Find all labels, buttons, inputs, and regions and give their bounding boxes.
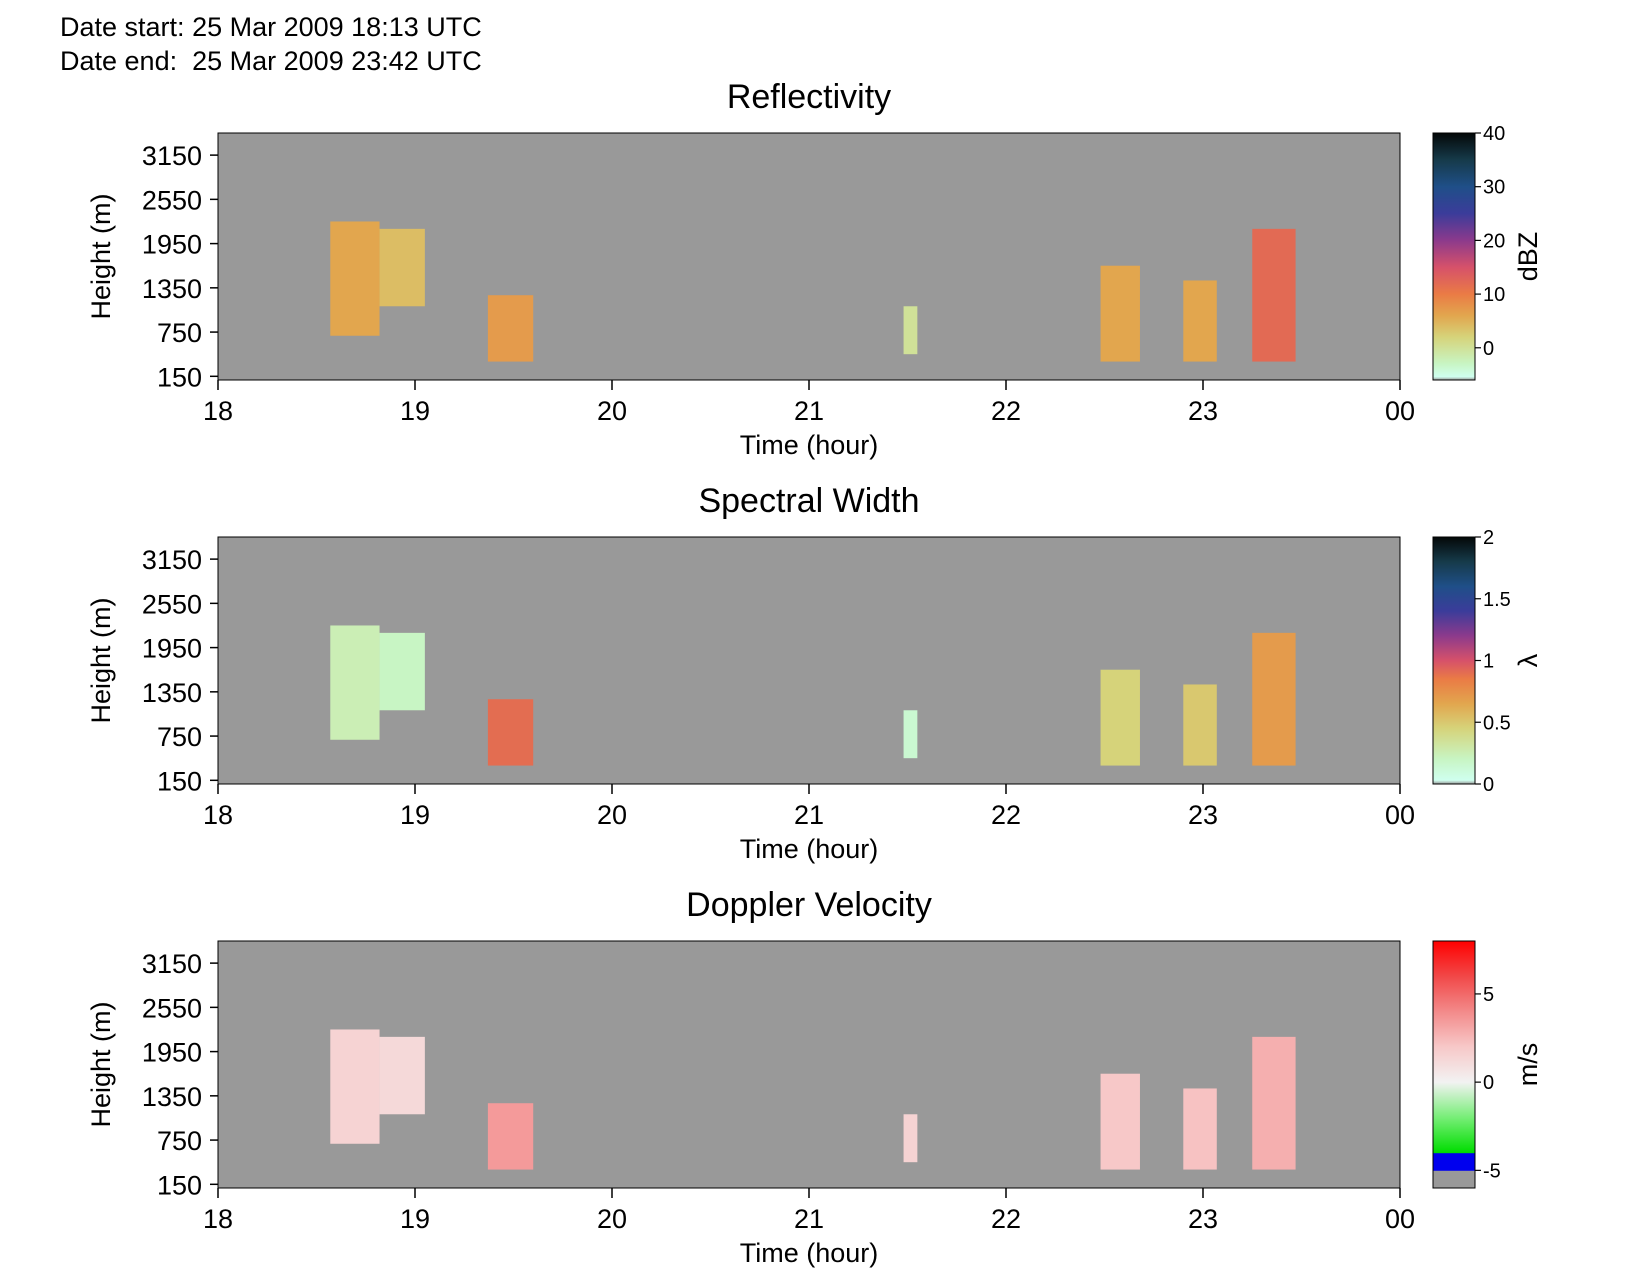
date-start-row: Date start: 25 Mar 2009 18:13 UTC <box>60 10 482 44</box>
echo-region-3 <box>903 710 918 759</box>
panel-2: Doppler Velocity3150255019501350750150He… <box>86 886 1543 1268</box>
colorbar <box>1432 940 1476 1189</box>
date-start-value: 25 Mar 2009 18:13 UTC <box>192 12 482 42</box>
colorbar-label: m/s <box>1513 1043 1543 1087</box>
x-tick-label: 19 <box>400 800 430 830</box>
y-axis-label: Height (m) <box>86 193 116 319</box>
colorbar-tick-label: 10 <box>1483 284 1505 306</box>
echo-region-5 <box>1183 684 1217 766</box>
x-axis-label: Time (hour) <box>740 1238 879 1268</box>
x-tick-label: 22 <box>991 396 1021 426</box>
date-end-value: 25 Mar 2009 23:42 UTC <box>192 46 482 76</box>
x-tick-label: 21 <box>794 800 824 830</box>
echo-region-0 <box>330 1029 380 1144</box>
y-tick-label: 1350 <box>142 678 202 708</box>
chart-title: Spectral Width <box>698 482 919 520</box>
x-tick-label: 00 <box>1385 800 1415 830</box>
colorbar-tick-label: 1 <box>1483 651 1494 673</box>
y-tick-label: 3150 <box>142 545 202 575</box>
x-tick-label: 20 <box>597 800 627 830</box>
y-tick-label: 150 <box>157 1170 202 1200</box>
echo-region-6 <box>1252 228 1296 362</box>
echo-region-5 <box>1183 280 1217 362</box>
colorbar-tick-label: 40 <box>1483 123 1505 145</box>
x-tick-label: 22 <box>991 1204 1021 1234</box>
echo-region-6 <box>1252 1036 1296 1170</box>
x-axis-label: Time (hour) <box>740 430 879 460</box>
x-tick-label: 22 <box>991 800 1021 830</box>
x-tick-label: 18 <box>203 800 233 830</box>
chart-title: Reflectivity <box>727 78 891 116</box>
x-tick-label: 19 <box>400 1204 430 1234</box>
x-tick-label: 23 <box>1188 396 1218 426</box>
colorbar-label: dBZ <box>1513 232 1543 282</box>
x-tick-label: 21 <box>794 396 824 426</box>
echo-region-0 <box>330 625 380 740</box>
echo-region-3 <box>903 306 918 355</box>
x-tick-label: 19 <box>400 396 430 426</box>
colorbar <box>1432 132 1476 381</box>
echo-region-2 <box>487 295 534 362</box>
y-tick-label: 3150 <box>142 141 202 171</box>
date-header: Date start: 25 Mar 2009 18:13 UTC Date e… <box>60 10 482 78</box>
echo-region-2 <box>487 699 534 766</box>
colorbar-tick-label: 30 <box>1483 177 1505 199</box>
y-axis-label: Height (m) <box>86 1001 116 1127</box>
x-tick-label: 23 <box>1188 1204 1218 1234</box>
y-tick-label: 750 <box>157 318 202 348</box>
y-tick-label: 150 <box>157 766 202 796</box>
echo-region-4 <box>1100 669 1140 766</box>
y-tick-label: 2550 <box>142 185 202 215</box>
colorbar <box>1432 536 1476 785</box>
y-tick-label: 1950 <box>142 1038 202 1068</box>
echo-region-4 <box>1100 265 1140 362</box>
date-end-label: Date end: <box>60 46 178 76</box>
colorbar-label: λ <box>1513 653 1543 667</box>
y-axis-label: Height (m) <box>86 597 116 723</box>
y-tick-label: 3150 <box>142 949 202 979</box>
colorbar-tick-label: 0 <box>1483 1072 1494 1094</box>
y-tick-label: 2550 <box>142 589 202 619</box>
echo-region-3 <box>903 1114 918 1163</box>
y-tick-label: 1350 <box>142 1082 202 1112</box>
colorbar-tick-label: 5 <box>1483 984 1494 1006</box>
panel-1: Spectral Width 3150 2550 1950 1350 750 150 Heig… <box>86 482 1543 864</box>
date-end-row: Date end: 25 Mar 2009 23:42 UTC <box>60 44 482 78</box>
echo-region-1 <box>379 632 425 711</box>
colorbar-tick-label: 1.5 <box>1483 589 1511 611</box>
y-tick-label: 1950 <box>142 634 202 664</box>
colorbar-tick-label: -5 <box>1483 1160 1501 1182</box>
x-axis-label: Time (hour) <box>740 834 879 864</box>
date-start-label: Date start: <box>60 12 185 42</box>
x-tick-label: 20 <box>597 396 627 426</box>
x-tick-label: 00 <box>1385 396 1415 426</box>
x-tick-label: 20 <box>597 1204 627 1234</box>
echo-region-1 <box>379 1036 425 1115</box>
x-tick-label: 00 <box>1385 1204 1415 1234</box>
echo-region-2 <box>487 1103 534 1170</box>
y-tick-label: 750 <box>157 722 202 752</box>
y-tick-label: 750 <box>157 1126 202 1156</box>
y-tick-label: 150 <box>157 362 202 392</box>
colorbar-tick-label: 0 <box>1483 774 1494 796</box>
echo-region-1 <box>379 228 425 307</box>
y-tick-label: 1950 <box>142 230 202 260</box>
y-tick-label: 1350 <box>142 274 202 304</box>
x-tick-label: 18 <box>203 1204 233 1234</box>
x-tick-label: 21 <box>794 1204 824 1234</box>
x-tick-label: 18 <box>203 396 233 426</box>
y-tick-label: 2550 <box>142 993 202 1023</box>
colorbar-tick-label: 20 <box>1483 230 1505 252</box>
echo-region-4 <box>1100 1073 1140 1170</box>
echo-region-6 <box>1252 632 1296 766</box>
panel-0: Reflectivity 3150 2550 1950 1350 750 150 Height… <box>86 78 1543 460</box>
echo-region-0 <box>330 221 380 336</box>
echo-region-5 <box>1183 1088 1217 1170</box>
x-tick-label: 23 <box>1188 800 1218 830</box>
colorbar-tick-label: 2 <box>1483 527 1494 549</box>
colorbar-tick-label: 0.5 <box>1483 712 1511 734</box>
chart-title: Doppler Velocity <box>686 886 932 924</box>
colorbar-tick-label: 0 <box>1483 338 1494 360</box>
